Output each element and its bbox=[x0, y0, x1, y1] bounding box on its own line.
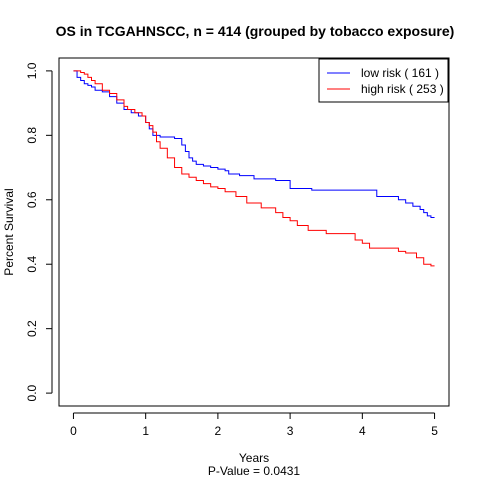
y-tick-label: 0.4 bbox=[25, 256, 39, 273]
y-tick-label: 0.6 bbox=[25, 191, 39, 208]
x-tick-label: 5 bbox=[431, 424, 438, 438]
y-tick-label: 1.0 bbox=[25, 62, 39, 79]
legend-box bbox=[318, 58, 449, 103]
p-value-label: P-Value = 0.0431 bbox=[208, 464, 301, 478]
x-axis: 0 1 2 3 4 5 bbox=[70, 412, 438, 438]
legend: low risk ( 161 ) high risk ( 253 ) bbox=[318, 58, 449, 103]
y-tick-label: 0.8 bbox=[25, 127, 39, 144]
series-line-high-risk bbox=[73, 70, 435, 267]
plot-frame bbox=[58, 57, 450, 407]
x-tick-label: 0 bbox=[70, 424, 77, 438]
x-axis-label: Years bbox=[239, 451, 269, 465]
x-tick-label: 2 bbox=[215, 424, 222, 438]
series-line-low-risk bbox=[73, 70, 435, 218]
series-layer bbox=[73, 70, 435, 267]
chart-title: OS in TCGAHNSCC, n = 414 (grouped by tob… bbox=[56, 23, 455, 39]
legend-label-high-risk: high risk ( 253 ) bbox=[361, 82, 444, 96]
y-tick-label: 0.2 bbox=[25, 320, 39, 337]
x-tick-label: 4 bbox=[359, 424, 366, 438]
y-tick-label: 0.0 bbox=[25, 384, 39, 401]
y-axis-label: Percent Survival bbox=[2, 188, 16, 275]
legend-label-low-risk: low risk ( 161 ) bbox=[361, 66, 439, 80]
x-tick-label: 3 bbox=[287, 424, 294, 438]
x-tick-label: 1 bbox=[142, 424, 149, 438]
y-axis: 0.0 0.2 0.4 0.6 0.8 1.0 bbox=[25, 62, 53, 401]
